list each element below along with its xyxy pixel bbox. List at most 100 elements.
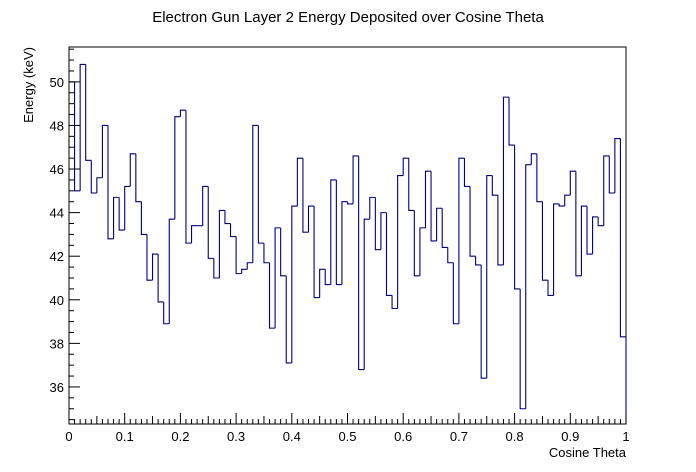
histogram-bin (408, 158, 415, 211)
histogram-bin (541, 201, 549, 281)
y-axis: 36 38 40 42 44 46 48 50 (50, 48, 80, 421)
y-tick-label: 36 (50, 380, 64, 395)
histogram-bin (335, 179, 342, 286)
x-tick-label: 0.6 (394, 429, 412, 444)
histogram-bin (564, 194, 571, 207)
histogram-bin (135, 153, 142, 203)
histogram-bin (580, 205, 588, 276)
histogram-bin (252, 124, 259, 263)
histogram-bin (369, 196, 376, 220)
histogram-bin (274, 227, 281, 329)
x-tick-label: 0.7 (450, 429, 468, 444)
histogram-bin (441, 208, 448, 249)
histogram-bin (547, 280, 554, 296)
histogram-bin (374, 197, 381, 251)
histogram-bin (302, 158, 309, 233)
y-tick-label: 46 (50, 162, 64, 177)
histogram-bin (391, 295, 398, 310)
histogram-bin (285, 275, 292, 364)
histogram-bin (163, 301, 170, 325)
histogram-bin (101, 124, 108, 178)
y-tick-label: 40 (50, 293, 64, 308)
x-tick-label: 0.1 (116, 429, 134, 444)
x-tick-label: 1 (622, 429, 629, 444)
histogram-bin (202, 185, 209, 226)
histogram-bin (475, 256, 482, 266)
histogram-bin (497, 195, 504, 266)
histogram-bin (491, 175, 498, 196)
x-tick-label: 0.5 (338, 429, 356, 444)
histogram-bin (190, 225, 198, 244)
histogram-bin (213, 258, 220, 279)
histogram-bin (118, 197, 125, 231)
histogram-bin (597, 216, 604, 227)
histogram-bin (352, 155, 359, 204)
histogram-bin (185, 110, 192, 244)
histogram-bin (530, 153, 537, 165)
histogram-bin (168, 218, 175, 324)
histogram-bin (296, 157, 303, 207)
histogram-bin (380, 212, 387, 250)
histogram-bin (514, 145, 521, 290)
histogram-bin (575, 171, 582, 277)
histogram-bin (107, 125, 114, 240)
histogram-bin (74, 81, 81, 192)
histogram-bin (346, 201, 354, 205)
histogram-bin (558, 203, 565, 207)
histogram-bin (330, 179, 337, 285)
histogram-bin (179, 109, 186, 117)
x-tick-label: 0.4 (283, 429, 301, 444)
histogram-bin (447, 247, 454, 264)
histogram-bin (586, 206, 593, 255)
histogram-bin (419, 227, 426, 276)
x-tick-label: 0 (65, 429, 72, 444)
histogram-bin (486, 175, 493, 379)
histogram-bin (129, 153, 136, 187)
histogram-bin (319, 268, 326, 298)
histogram-bin (619, 138, 626, 338)
histogram-bin (358, 155, 365, 371)
histogram-bin (502, 96, 510, 265)
histogram-bin (157, 254, 164, 303)
histogram-bin (413, 210, 420, 277)
histogram-bin (363, 218, 370, 370)
histogram-bin (207, 186, 214, 259)
histogram-bin (553, 203, 560, 296)
histogram-bin (146, 234, 153, 281)
histogram-bin (291, 205, 298, 363)
histogram-bin (430, 171, 437, 242)
histogram-bin (385, 212, 393, 296)
histogram-bin (307, 205, 315, 233)
histogram-bin (463, 158, 471, 188)
histogram-bin (224, 210, 231, 225)
histogram-bin (235, 236, 242, 275)
histogram-bin (96, 177, 103, 194)
histogram-bin (341, 201, 348, 285)
histogram-bin (85, 64, 92, 161)
histogram-bin (508, 97, 515, 146)
x-tick-label: 0.9 (561, 429, 579, 444)
histogram-bin (424, 170, 432, 228)
x-axis-label: Cosine Theta (549, 445, 627, 460)
x-tick-label: 0.8 (506, 429, 524, 444)
histogram-bin (313, 206, 320, 299)
histogram-bin (152, 253, 159, 281)
histogram-bin (569, 170, 576, 196)
histogram-bin (452, 262, 459, 325)
y-axis-label: Energy (keV) (21, 47, 36, 123)
histogram-bin (480, 264, 487, 379)
histogram-bin (603, 155, 610, 226)
histogram-bin (525, 164, 532, 409)
histogram-bin (241, 268, 248, 274)
histogram-bin (519, 288, 526, 410)
x-axis: 0 0.1 0.2 0.3 0.4 0.5 0.6 0.7 0.8 0.9 1 (65, 413, 630, 444)
histogram-bin (229, 223, 237, 238)
histogram-bin (324, 269, 331, 286)
histogram-bin (592, 216, 599, 255)
histogram-bin (140, 201, 147, 235)
y-tick-label: 50 (50, 75, 64, 90)
histogram-bin (614, 137, 621, 194)
histogram-bin (218, 209, 225, 278)
y-tick-label: 48 (50, 118, 64, 133)
